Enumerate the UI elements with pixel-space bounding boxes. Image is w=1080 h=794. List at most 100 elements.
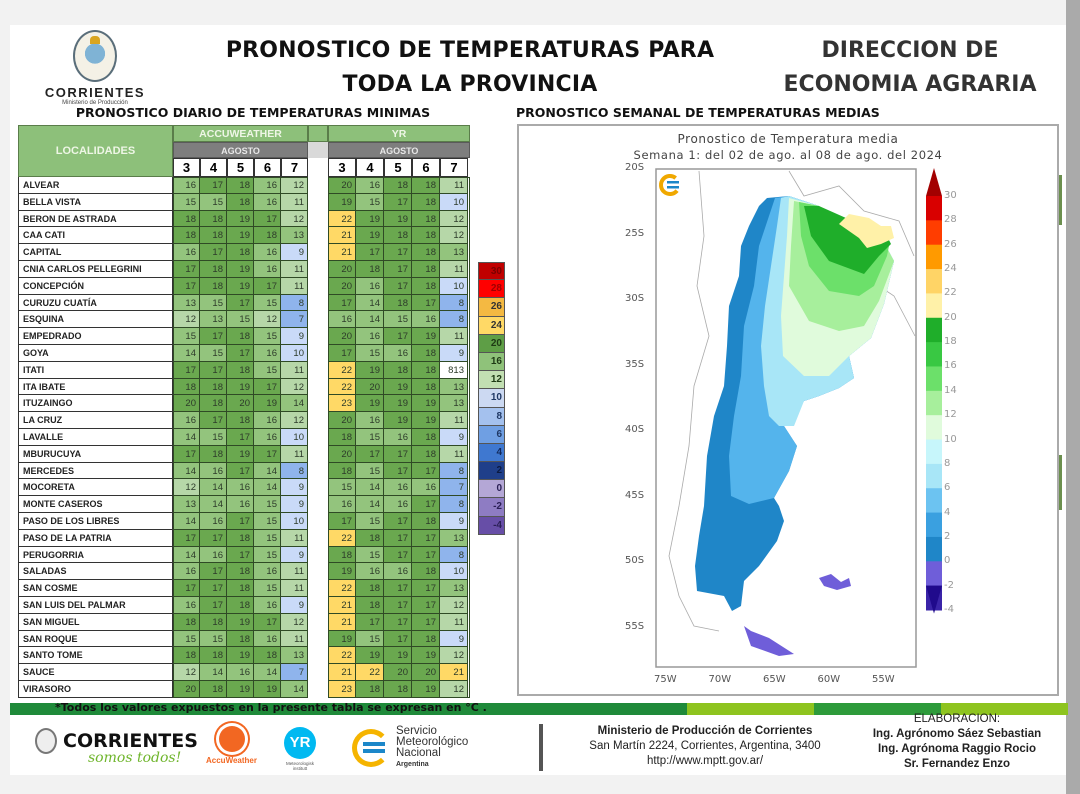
temp-cell-accuweather: 13 [281, 227, 308, 245]
temp-cell-accuweather: 14 [254, 664, 281, 681]
temp-cell-yr: 20 [328, 412, 356, 429]
temp-cell-accuweather: 17 [227, 462, 254, 480]
smn-line-4: Argentina [396, 761, 429, 768]
temp-cell-yr: 15 [356, 546, 384, 564]
temp-cell-yr: 17 [384, 630, 412, 648]
location-name: LAVALLE [18, 429, 173, 446]
temp-cell-accuweather: 16 [254, 261, 281, 278]
legend-swatch: 12 [478, 371, 505, 390]
temp-cell-accuweather: 19 [227, 681, 254, 698]
temp-cell-accuweather: 18 [173, 227, 200, 245]
temp-cell-accuweather: 18 [200, 210, 227, 228]
colorbar-label: 18 [944, 336, 957, 348]
location-name: ITATI [18, 361, 173, 379]
temp-cell-accuweather: 17 [227, 345, 254, 362]
temp-cell-yr: 13 [440, 529, 468, 547]
temp-cell-accuweather: 17 [173, 261, 200, 278]
sun-icon [219, 726, 245, 752]
table-row: CAPITAL 16 17 18 16 9 21 17 17 18 13 [18, 244, 470, 261]
legend-swatch: -4 [478, 516, 505, 535]
scrollbar[interactable] [1066, 0, 1080, 794]
temp-cell-accuweather: 15 [227, 311, 254, 329]
footer-divider [539, 724, 543, 771]
ministry-info: Ministerio de Producción de Corrientes S… [560, 724, 850, 769]
temp-cell-yr: 11 [440, 177, 468, 194]
temp-cell-yr: 11 [440, 328, 468, 345]
temp-cell-yr: 16 [384, 345, 412, 362]
section-title-medias: PRONOSTICO SEMANAL DE TEMPERATURAS MEDIA… [516, 105, 880, 120]
temp-cell-yr: 21 [328, 597, 356, 614]
title-line-1: PRONOSTICO DE TEMPERATURAS PARA [225, 38, 715, 63]
table-row: MOCORETA 12 14 16 14 9 15 14 16 16 7 [18, 479, 470, 497]
temp-cell-accuweather: 11 [281, 361, 308, 379]
location-name: SAN COSME [18, 580, 173, 597]
bottom-margin [0, 775, 1066, 794]
temp-cell-yr: 18 [356, 261, 384, 278]
temp-cell-accuweather: 9 [281, 597, 308, 614]
temp-cell-yr: 22 [328, 210, 356, 228]
temp-cell-accuweather: 14 [173, 429, 200, 446]
day-header: 4 [356, 158, 384, 177]
colorbar-segment [926, 585, 942, 614]
temp-cell-yr: 14 [356, 496, 384, 513]
temp-cell-yr: 16 [356, 277, 384, 295]
temp-cell-yr: 18 [412, 513, 440, 530]
map-colorbar [926, 168, 942, 614]
temp-cell-yr: 19 [412, 395, 440, 413]
temp-cell-yr: 17 [384, 277, 412, 295]
temp-cell-yr: 19 [328, 563, 356, 581]
temp-cell-accuweather: 12 [281, 378, 308, 396]
smn-icon [352, 729, 390, 767]
temp-cell-accuweather: 19 [227, 378, 254, 396]
lat-label: 40S [625, 424, 645, 435]
ministry-url[interactable]: http://www.mptt.gov.ar/ [646, 755, 764, 767]
location-name: LA CRUZ [18, 412, 173, 429]
day-header: 7 [281, 158, 308, 177]
temp-cell-yr: 17 [384, 580, 412, 597]
temp-cell-accuweather: 16 [227, 496, 254, 513]
temp-cell-yr: 16 [328, 311, 356, 329]
temp-cell-accuweather: 16 [254, 563, 281, 581]
legend-swatch: 26 [478, 298, 505, 317]
temp-cell-yr: 21 [328, 244, 356, 261]
colorbar-label: 14 [944, 384, 957, 396]
legend-swatch: -2 [478, 498, 505, 517]
temp-cell-yr: 22 [328, 647, 356, 665]
colorbar-segment [926, 439, 942, 465]
temp-cell-yr: 11 [440, 613, 468, 631]
temp-cell-yr: 19 [384, 210, 412, 228]
temp-cell-yr: 16 [356, 328, 384, 345]
colorbar-segment [926, 196, 942, 221]
side-tab [1058, 175, 1062, 225]
temp-cell-yr: 23 [328, 681, 356, 698]
header-gap [308, 142, 328, 158]
temp-cell-accuweather: 17 [227, 513, 254, 530]
temp-cell-accuweather: 17 [173, 361, 200, 379]
temp-cell-yr: 15 [356, 193, 384, 211]
temp-cell-accuweather: 19 [227, 613, 254, 631]
yr-badge: YR [284, 727, 316, 759]
location-name: PERUGORRIA [18, 546, 173, 564]
temp-cell-accuweather: 10 [281, 429, 308, 446]
temp-cell-yr: 15 [356, 630, 384, 648]
temp-cell-yr: 18 [384, 361, 412, 379]
temp-cell-yr: 16 [412, 311, 440, 329]
temp-cell-accuweather: 13 [281, 647, 308, 665]
temp-cell-accuweather: 17 [200, 244, 227, 261]
temp-cell-yr: 18 [412, 177, 440, 194]
temp-cell-accuweather: 18 [200, 681, 227, 698]
temp-cell-yr: 18 [384, 294, 412, 312]
table-row: ITATI 17 17 18 15 11 22 19 18 18 813 [18, 361, 470, 379]
temp-cell-yr: 15 [384, 311, 412, 329]
temp-cell-accuweather: 18 [227, 328, 254, 345]
page-title: PRONOSTICO DE TEMPERATURAS PARA TODA LA … [190, 34, 750, 102]
table-row: LA CRUZ 16 17 18 16 12 20 16 19 19 11 [18, 412, 470, 429]
temp-cell-accuweather: 15 [254, 361, 281, 379]
legend-swatch: 2 [478, 462, 505, 481]
temp-cell-yr: 19 [412, 328, 440, 345]
table-row: SAN MIGUEL 18 18 19 17 12 21 17 17 17 11 [18, 613, 470, 631]
day-header: 4 [200, 158, 227, 177]
temp-cell-yr: 16 [356, 177, 384, 194]
temp-cell-yr: 20 [412, 664, 440, 681]
temp-cell-yr: 17 [412, 462, 440, 480]
